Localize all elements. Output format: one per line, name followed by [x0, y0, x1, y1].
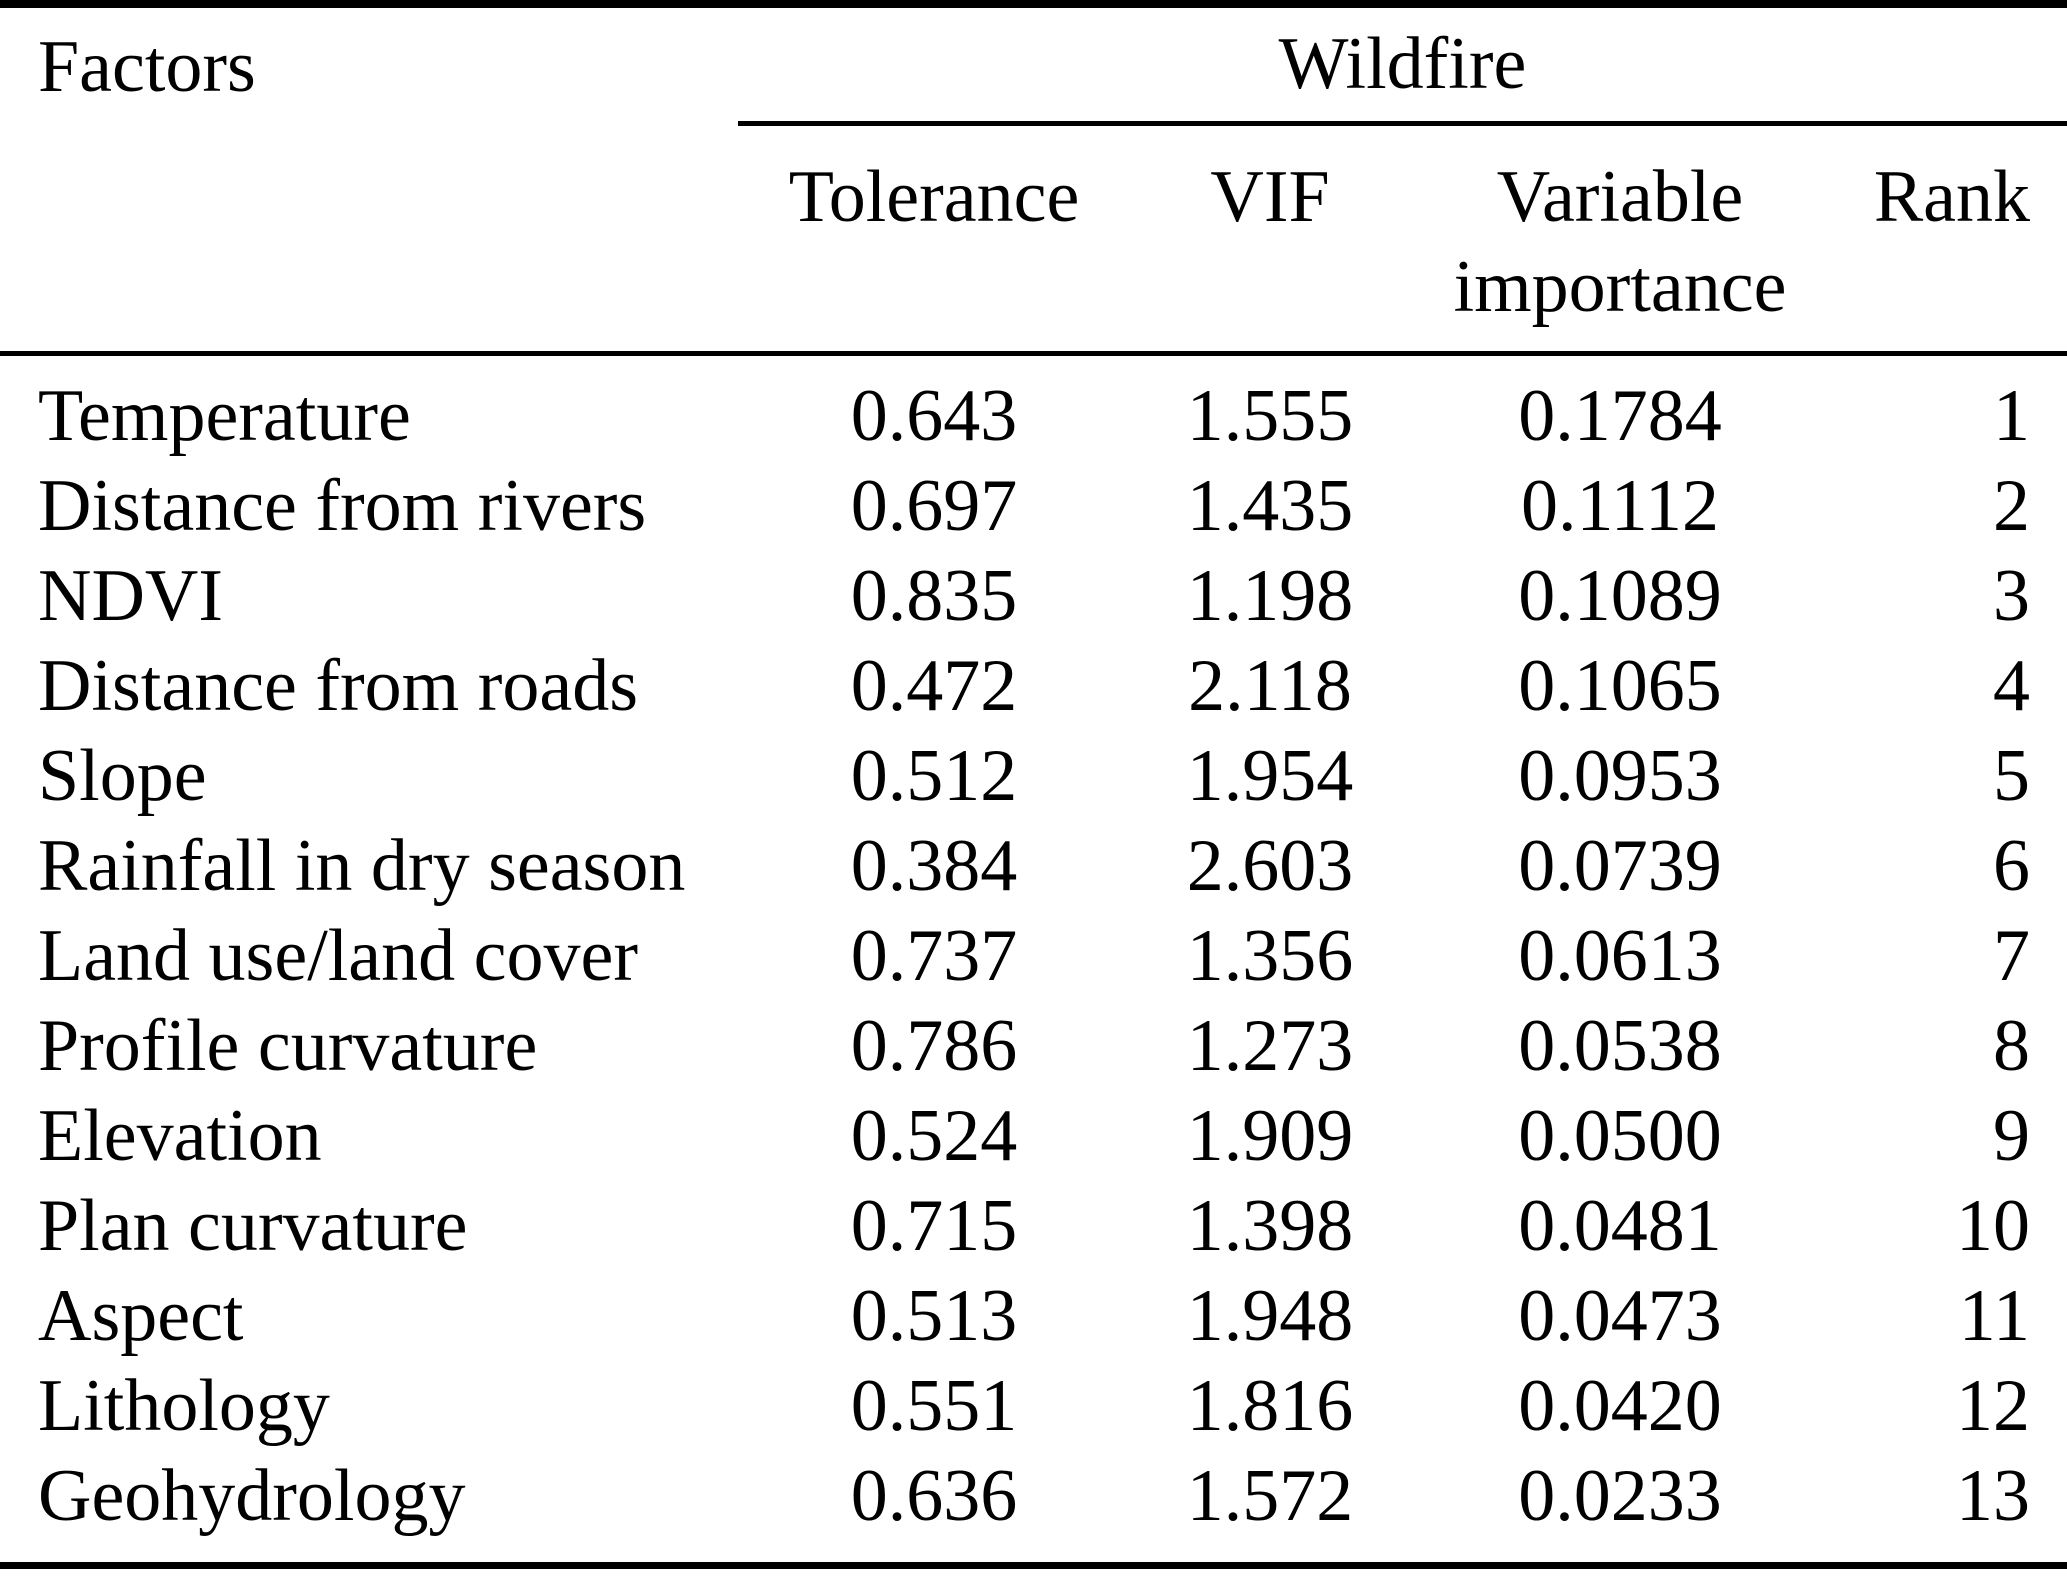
tolerance-cell: 0.472 — [850, 645, 1018, 727]
tolerance-cell: 0.737 — [850, 915, 1018, 997]
vif-cell: 1.555 — [1186, 375, 1354, 457]
table-header: Factors Wildfire Tolerance VIF Variable … — [0, 4, 2067, 356]
factor-cell: Plan curvature — [38, 1185, 468, 1267]
table-row: Distance from rivers 0.697 1.435 0.1112 2 — [0, 462, 2067, 552]
variable-importance-cell: 0.0473 — [1518, 1275, 1722, 1357]
rank-cell: 11 — [1958, 1275, 2031, 1357]
table-body: Temperature 0.643 1.555 0.1784 1 Distance fro… — [0, 353, 2067, 1565]
variable-importance-cell: 0.1089 — [1518, 555, 1722, 637]
variable-importance-cell: 0.0538 — [1518, 1005, 1722, 1087]
factor-cell: Elevation — [38, 1095, 322, 1177]
tolerance-cell: 0.512 — [850, 735, 1018, 817]
variable-importance-cell: 0.0613 — [1518, 915, 1722, 997]
factor-cell: Distance from rivers — [38, 465, 647, 547]
vif-cell: 1.356 — [1186, 915, 1354, 997]
rank-cell: 8 — [1993, 1005, 2031, 1087]
tolerance-cell: 0.384 — [850, 825, 1018, 907]
variable-importance-cell: 0.0233 — [1518, 1455, 1722, 1537]
variable-importance-header-line1: Variable — [1496, 155, 1744, 238]
tolerance-cell: 0.513 — [850, 1275, 1018, 1357]
table-row: Aspect 0.513 1.948 0.0473 11 — [0, 1272, 2067, 1362]
rank-cell: 3 — [1993, 555, 2031, 637]
vif-cell: 1.198 — [1186, 555, 1354, 637]
table-row: Land use/land cover 0.737 1.356 0.0613 7 — [0, 912, 2067, 1002]
wildfire-group-header: Wildfire — [738, 4, 2067, 126]
column-header-row: Tolerance VIF Variable importance Rank — [0, 123, 2067, 356]
factor-cell: Profile curvature — [38, 1005, 538, 1087]
rank-cell: 4 — [1993, 645, 2031, 727]
rank-cell: 13 — [1956, 1455, 2031, 1537]
factor-cell: Land use/land cover — [38, 915, 638, 997]
variable-importance-column-header: Variable importance — [1410, 123, 1830, 356]
tolerance-column-header: Tolerance — [738, 123, 1130, 356]
factor-cell: Slope — [38, 735, 207, 817]
table-row: Temperature 0.643 1.555 0.1784 1 — [0, 353, 2067, 462]
table-row: Geohydrology 0.636 1.572 0.0233 13 — [0, 1452, 2067, 1566]
vif-cell: 1.816 — [1186, 1365, 1354, 1447]
variable-importance-cell: 0.0481 — [1518, 1185, 1722, 1267]
vif-cell: 1.273 — [1186, 1005, 1354, 1087]
variable-importance-cell: 0.0739 — [1518, 825, 1722, 907]
rank-cell: 12 — [1956, 1365, 2031, 1447]
vif-cell: 1.435 — [1186, 465, 1354, 547]
variable-importance-cell: 0.1112 — [1520, 465, 1719, 547]
factor-cell: NDVI — [38, 555, 223, 637]
rank-cell: 7 — [1993, 915, 2031, 997]
rank-column-header: Rank — [1830, 123, 2067, 356]
factor-cell: Lithology — [38, 1365, 330, 1447]
tolerance-cell: 0.697 — [850, 465, 1018, 547]
vif-cell: 2.118 — [1188, 645, 1352, 727]
tolerance-cell: 0.643 — [850, 375, 1018, 457]
table-row: NDVI 0.835 1.198 0.1089 3 — [0, 552, 2067, 642]
factor-cell: Aspect — [38, 1275, 244, 1357]
factor-cell: Rainfall in dry season — [38, 825, 686, 907]
variable-importance-cell: 0.0500 — [1518, 1095, 1722, 1177]
table-row: Profile curvature 0.786 1.273 0.0538 8 — [0, 1002, 2067, 1092]
rank-cell: 5 — [1993, 735, 2031, 817]
table-row: Elevation 0.524 1.909 0.0500 9 — [0, 1092, 2067, 1182]
vif-cell: 1.948 — [1186, 1275, 1354, 1357]
vif-cell: 1.954 — [1186, 735, 1354, 817]
vif-cell: 1.572 — [1186, 1455, 1354, 1537]
rank-cell: 2 — [1993, 465, 2031, 547]
tolerance-cell: 0.835 — [850, 555, 1018, 637]
variable-importance-header-line2: importance — [1453, 245, 1787, 328]
variable-importance-cell: 0.0420 — [1518, 1365, 1722, 1447]
rank-cell: 10 — [1956, 1185, 2031, 1267]
tolerance-cell: 0.786 — [850, 1005, 1018, 1087]
factor-cell: Temperature — [38, 375, 411, 457]
variable-importance-cell: 0.1784 — [1518, 375, 1722, 457]
rank-cell: 6 — [1993, 825, 2031, 907]
table-row: Rainfall in dry season 0.384 2.603 0.0739 6 — [0, 822, 2067, 912]
variable-importance-cell: 0.0953 — [1518, 735, 1722, 817]
tolerance-cell: 0.636 — [850, 1455, 1018, 1537]
vif-cell: 2.603 — [1186, 825, 1354, 907]
group-header-row: Factors Wildfire — [0, 4, 2067, 356]
variable-importance-cell: 0.1065 — [1518, 645, 1722, 727]
vif-cell: 1.398 — [1186, 1185, 1354, 1267]
table-row: Slope 0.512 1.954 0.0953 5 — [0, 732, 2067, 822]
rank-cell: 9 — [1993, 1095, 2031, 1177]
table-row: Distance from roads 0.472 2.118 0.1065 4 — [0, 642, 2067, 732]
table-row: Lithology 0.551 1.816 0.0420 12 — [0, 1362, 2067, 1452]
vif-cell: 1.909 — [1186, 1095, 1354, 1177]
tolerance-cell: 0.524 — [850, 1095, 1018, 1177]
factor-cell: Distance from roads — [38, 645, 639, 727]
factor-cell: Geohydrology — [38, 1455, 466, 1537]
factors-column-header: Factors — [0, 4, 738, 356]
rank-cell: 1 — [1993, 375, 2031, 457]
vif-column-header: VIF — [1130, 123, 1410, 356]
table-row: Plan curvature 0.715 1.398 0.0481 10 — [0, 1182, 2067, 1272]
tolerance-cell: 0.715 — [850, 1185, 1018, 1267]
tolerance-cell: 0.551 — [850, 1365, 1018, 1447]
